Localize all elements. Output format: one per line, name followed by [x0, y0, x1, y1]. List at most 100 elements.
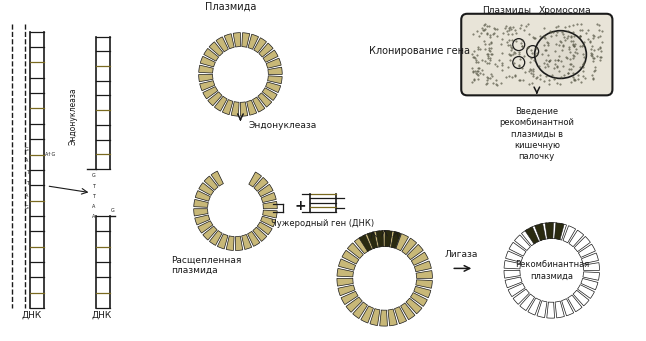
Wedge shape — [248, 34, 258, 49]
Text: A: A — [25, 193, 28, 198]
Wedge shape — [348, 243, 363, 258]
Wedge shape — [353, 302, 368, 318]
Wedge shape — [514, 235, 530, 251]
Wedge shape — [407, 244, 423, 260]
Wedge shape — [505, 277, 522, 288]
Wedge shape — [504, 261, 521, 269]
Wedge shape — [545, 223, 554, 239]
Wedge shape — [194, 199, 208, 207]
Wedge shape — [355, 237, 369, 254]
Wedge shape — [258, 93, 272, 107]
Wedge shape — [561, 299, 574, 316]
Wedge shape — [583, 263, 599, 270]
Wedge shape — [194, 215, 210, 225]
Text: Расщепленная
плазмида: Расщепленная плазмида — [171, 256, 241, 276]
Wedge shape — [259, 43, 273, 57]
Wedge shape — [236, 236, 243, 251]
Wedge shape — [537, 301, 547, 317]
Text: ДНК: ДНК — [91, 311, 111, 320]
Wedge shape — [563, 226, 576, 243]
Wedge shape — [555, 301, 565, 318]
Wedge shape — [581, 279, 598, 290]
Wedge shape — [361, 306, 373, 323]
Text: +: + — [295, 199, 306, 213]
Wedge shape — [200, 80, 214, 91]
Wedge shape — [509, 242, 526, 256]
Text: G: G — [25, 205, 28, 210]
Wedge shape — [539, 223, 548, 240]
Wedge shape — [224, 34, 234, 49]
Ellipse shape — [535, 31, 587, 78]
Wedge shape — [341, 291, 358, 305]
Wedge shape — [249, 172, 262, 187]
Wedge shape — [258, 184, 273, 197]
Wedge shape — [401, 303, 415, 320]
Text: G: G — [92, 173, 95, 178]
Text: ДНК: ДНК — [21, 311, 42, 320]
FancyBboxPatch shape — [461, 14, 612, 95]
Wedge shape — [385, 231, 392, 247]
Wedge shape — [578, 244, 596, 257]
Wedge shape — [198, 221, 213, 233]
Wedge shape — [581, 253, 598, 264]
Text: G: G — [25, 147, 28, 151]
Wedge shape — [200, 56, 215, 67]
Wedge shape — [195, 191, 211, 201]
Wedge shape — [549, 223, 557, 239]
Wedge shape — [583, 272, 599, 280]
Wedge shape — [573, 290, 589, 306]
Text: Чужеродный ген (ДНК): Чужеродный ген (ДНК) — [271, 219, 375, 228]
Text: A: A — [92, 214, 95, 219]
Wedge shape — [554, 223, 564, 240]
Text: T: T — [92, 194, 95, 199]
Wedge shape — [217, 234, 228, 249]
Wedge shape — [416, 270, 432, 278]
Wedge shape — [242, 234, 252, 250]
Wedge shape — [367, 232, 377, 249]
Text: Клонирование гена: Клонирование гена — [369, 46, 470, 56]
Wedge shape — [337, 268, 353, 277]
Wedge shape — [199, 74, 213, 82]
Wedge shape — [267, 76, 282, 84]
Wedge shape — [346, 297, 362, 312]
Wedge shape — [240, 102, 247, 116]
Text: G: G — [111, 208, 115, 213]
Text: T: T — [26, 170, 28, 175]
Text: T: T — [26, 181, 28, 186]
Wedge shape — [414, 261, 432, 272]
Wedge shape — [530, 225, 542, 242]
Wedge shape — [557, 223, 567, 240]
Wedge shape — [199, 183, 214, 195]
Text: Введение
рекомбинантной
плазмиды в
кишечную
палочку: Введение рекомбинантной плазмиды в кишеч… — [499, 107, 574, 161]
Wedge shape — [260, 216, 276, 227]
Wedge shape — [568, 295, 582, 312]
Wedge shape — [372, 231, 381, 248]
Wedge shape — [266, 82, 280, 92]
Wedge shape — [547, 302, 554, 318]
Wedge shape — [242, 33, 250, 47]
Wedge shape — [362, 233, 375, 250]
Wedge shape — [231, 102, 239, 116]
Wedge shape — [337, 278, 353, 286]
Wedge shape — [396, 234, 408, 251]
Wedge shape — [222, 100, 233, 115]
Wedge shape — [370, 309, 380, 326]
Wedge shape — [528, 298, 541, 315]
Text: A: A — [25, 159, 28, 163]
Wedge shape — [402, 238, 417, 255]
Wedge shape — [203, 48, 219, 61]
Wedge shape — [574, 236, 590, 252]
Text: Плазмида: Плазмида — [205, 2, 256, 12]
Wedge shape — [209, 231, 222, 246]
Wedge shape — [214, 96, 227, 111]
Wedge shape — [382, 231, 390, 247]
Wedge shape — [506, 251, 523, 262]
Wedge shape — [262, 88, 277, 101]
Wedge shape — [578, 285, 594, 298]
Wedge shape — [508, 283, 525, 297]
Wedge shape — [226, 236, 234, 250]
Text: Эндонуклеаза: Эндонуклеаза — [69, 87, 78, 145]
Wedge shape — [359, 235, 371, 252]
Wedge shape — [339, 259, 355, 270]
Wedge shape — [254, 177, 268, 191]
